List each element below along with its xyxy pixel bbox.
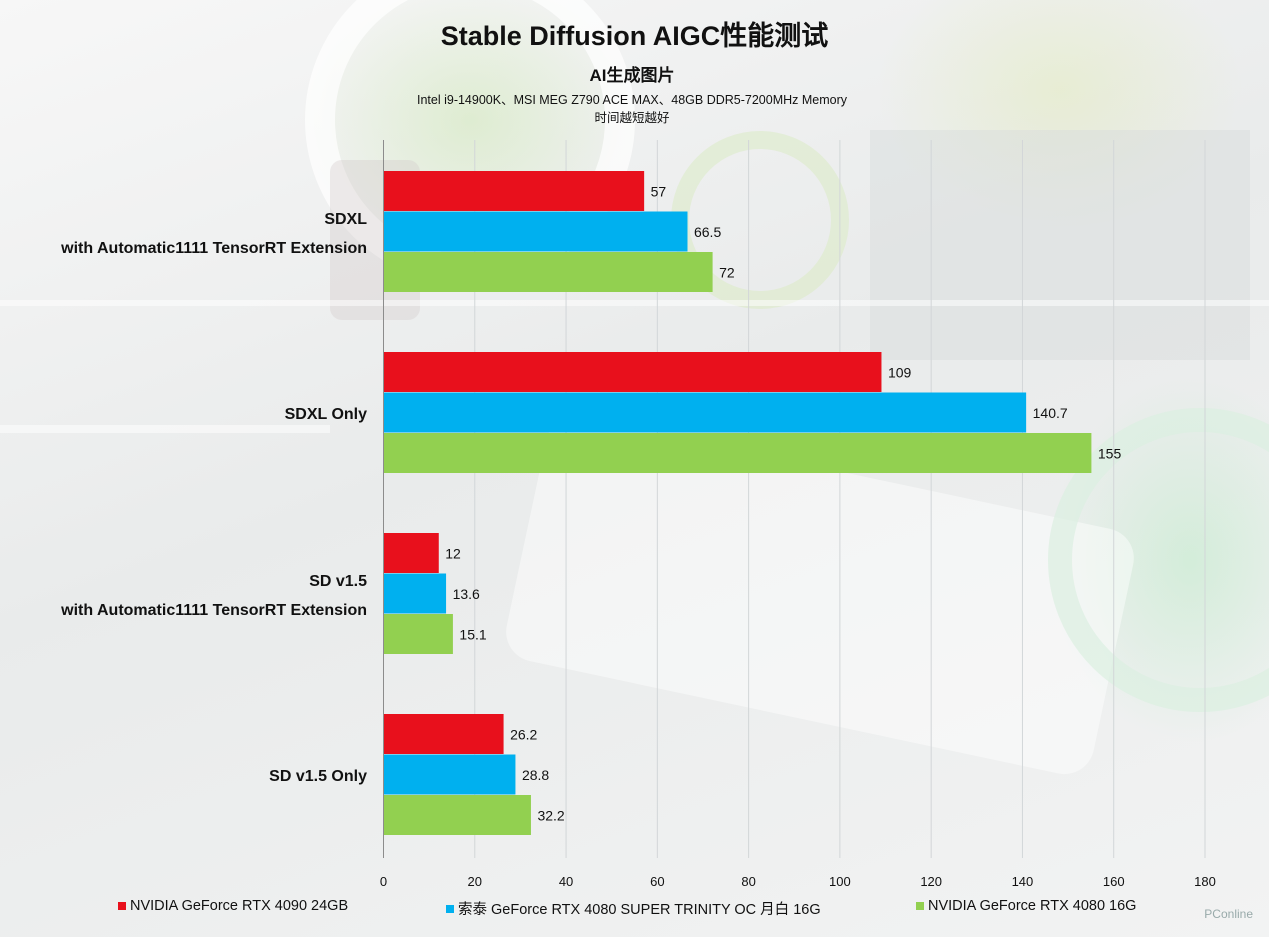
data-label: 57	[651, 183, 667, 199]
category-label: SD v1.5 with Automatic1111 TensorRT Exten…	[61, 567, 367, 625]
legend-item: NVIDIA GeForce RTX 4090 24GB	[118, 898, 348, 914]
category-label: SDXL Only	[285, 400, 367, 429]
legend-label: NVIDIA GeForce RTX 4080 16G	[928, 898, 1137, 914]
category-label: SD v1.5 Only	[269, 762, 367, 791]
data-label: 66.5	[694, 224, 721, 240]
bar	[384, 211, 688, 252]
watermark: PConline	[1204, 907, 1253, 921]
data-label: 140.7	[1033, 405, 1068, 421]
data-label: 32.2	[537, 807, 564, 823]
data-label: 28.8	[522, 767, 549, 783]
category-label-line: SD v1.5 Only	[269, 768, 367, 786]
bar	[384, 754, 516, 795]
legend-swatch	[118, 902, 126, 910]
test-platform-spec: Intel i9-14900K、MSI MEG Z790 ACE MAX、48G…	[416, 93, 847, 107]
legend-item: 索泰 GeForce RTX 4080 SUPER TRINITY OC 月白 …	[446, 898, 821, 919]
data-label: 26.2	[510, 726, 537, 742]
bar	[384, 714, 504, 754]
x-tick-label: 100	[829, 874, 851, 889]
legend-label: 索泰 GeForce RTX 4080 SUPER TRINITY OC 月白 …	[458, 902, 821, 918]
data-label: 12	[445, 545, 461, 561]
x-tick-label: 180	[1194, 874, 1216, 889]
data-label: 15.1	[459, 626, 486, 642]
chart-title: Stable Diffusion AIGC性能测试	[440, 21, 829, 51]
data-label: 155	[1098, 445, 1122, 461]
legend-swatch	[446, 904, 454, 913]
bar	[384, 614, 453, 654]
bar	[384, 433, 1092, 473]
bar	[384, 795, 531, 835]
x-tick-label: 80	[741, 874, 755, 889]
bar	[384, 573, 447, 614]
category-label: SDXL with Automatic1111 TensorRT Extensio…	[61, 205, 367, 263]
category-label-line: with Automatic1111 TensorRT Extension	[61, 239, 367, 257]
data-label: 109	[888, 364, 912, 380]
bar	[384, 171, 645, 211]
data-label: 72	[719, 264, 735, 280]
bar	[384, 392, 1027, 433]
bar	[384, 352, 882, 392]
legend: NVIDIA GeForce RTX 4090 24GB 索泰 GeForce R…	[0, 898, 1269, 918]
legend-swatch	[916, 902, 924, 910]
x-tick-label: 60	[650, 874, 664, 889]
bar	[384, 252, 713, 292]
x-tick-label: 160	[1103, 874, 1125, 889]
legend-label: NVIDIA GeForce RTX 4090 24GB	[130, 898, 349, 914]
x-tick-label: 120	[920, 874, 942, 889]
category-label-line: with Automatic1111 TensorRT Extension	[61, 601, 367, 619]
category-label-line: SDXL Only	[284, 406, 367, 424]
x-tick-label: 20	[468, 874, 482, 889]
category-label-line: SDXL	[324, 210, 367, 228]
category-label-line: SD v1.5	[309, 572, 367, 590]
legend-item: NVIDIA GeForce RTX 4080 16G	[916, 898, 1136, 914]
x-tick-label: 40	[559, 874, 573, 889]
chart-subtitle: AI生成图片	[589, 66, 675, 85]
x-tick-label: 0	[380, 874, 387, 889]
bar	[384, 533, 439, 573]
data-label: 13.6	[453, 586, 480, 602]
chart-note: 时间越短越好	[594, 111, 670, 125]
x-tick-label: 140	[1012, 874, 1034, 889]
